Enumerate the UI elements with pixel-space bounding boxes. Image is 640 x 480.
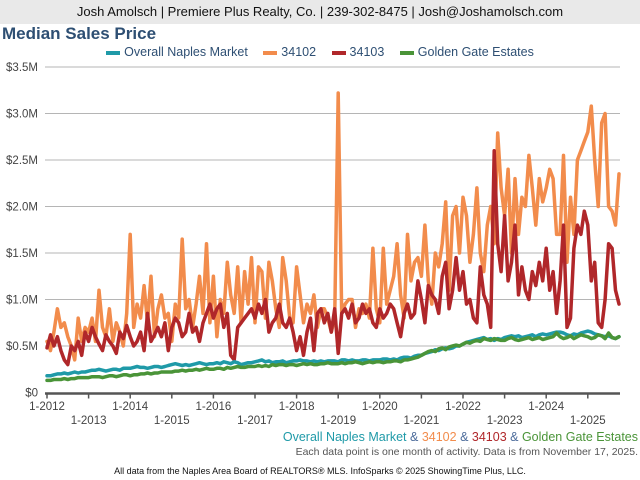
- y-tick-label: $2.0M: [6, 202, 38, 214]
- x-tick-label: 1-2018: [279, 401, 315, 413]
- series-line-overall-naples-market: [45, 329, 621, 378]
- summary-34102: 34102: [421, 430, 457, 444]
- x-tick-label: 1-2021: [403, 415, 439, 427]
- y-tick-label: $1.0M: [6, 295, 38, 307]
- summary-sep: &: [506, 430, 522, 444]
- summary-34103: 34103: [471, 430, 507, 444]
- data-note: Each data point is one month of activity…: [295, 446, 638, 458]
- legend-label: Overall Naples Market: [124, 45, 248, 59]
- legend-label: 34102: [281, 45, 317, 59]
- x-tick-label: 1-2023: [487, 415, 523, 427]
- legend-item-golden-gate[interactable]: Golden Gate Estates: [399, 45, 534, 60]
- chart-title: Median Sales Price: [2, 24, 157, 43]
- series-line-golden-gate-estates: [45, 331, 621, 383]
- summary-naples: Overall Naples Market: [282, 430, 407, 444]
- x-tick-label: 1-2017: [237, 415, 273, 427]
- legend: Overall Naples Market 34102 34103 Golden…: [0, 45, 640, 60]
- legend-swatch: [399, 50, 414, 55]
- y-tick-label: $3.5M: [6, 62, 38, 74]
- legend-swatch: [263, 50, 278, 55]
- y-tick-label: $3.0M: [6, 109, 38, 121]
- y-tick-label: $0.5M: [6, 341, 38, 353]
- series-summary: Overall Naples Market & 34102 & 34103 & …: [283, 430, 638, 444]
- legend-swatch: [106, 50, 121, 55]
- summary-golden-gate: Golden Gate Estates: [521, 430, 638, 444]
- y-tick-label: $0: [25, 388, 38, 400]
- x-tick-label: 1-2024: [528, 401, 564, 413]
- x-tick-label: 1-2013: [71, 415, 107, 427]
- footer: All data from the Naples Area Board of R…: [114, 466, 526, 476]
- legend-item-34102[interactable]: 34102: [263, 45, 316, 60]
- y-tick-label: $1.5M: [6, 248, 38, 260]
- y-tick-label: $2.5M: [6, 155, 38, 167]
- x-tick-label: 1-2016: [195, 401, 231, 413]
- summary-sep: &: [456, 430, 472, 444]
- legend-item-naples[interactable]: Overall Naples Market: [106, 45, 248, 60]
- summary-sep: &: [406, 430, 422, 444]
- series-line-34103: [45, 148, 621, 367]
- x-tick-label: 1-2022: [445, 401, 481, 413]
- legend-swatch: [331, 50, 346, 55]
- legend-label: Golden Gate Estates: [417, 45, 534, 59]
- x-tick-label: 1-2014: [112, 401, 148, 413]
- x-tick-label: 1-2025: [570, 415, 606, 427]
- legend-item-34103[interactable]: 34103: [331, 45, 385, 60]
- x-tick-label: 1-2012: [29, 401, 65, 413]
- x-tick-label: 1-2015: [154, 415, 190, 427]
- legend-label: 34103: [349, 45, 385, 59]
- contact-header: Josh Amolsch | Premiere Plus Realty, Co.…: [0, 0, 640, 24]
- x-tick-label: 1-2019: [320, 415, 356, 427]
- x-tick-label: 1-2020: [362, 401, 398, 413]
